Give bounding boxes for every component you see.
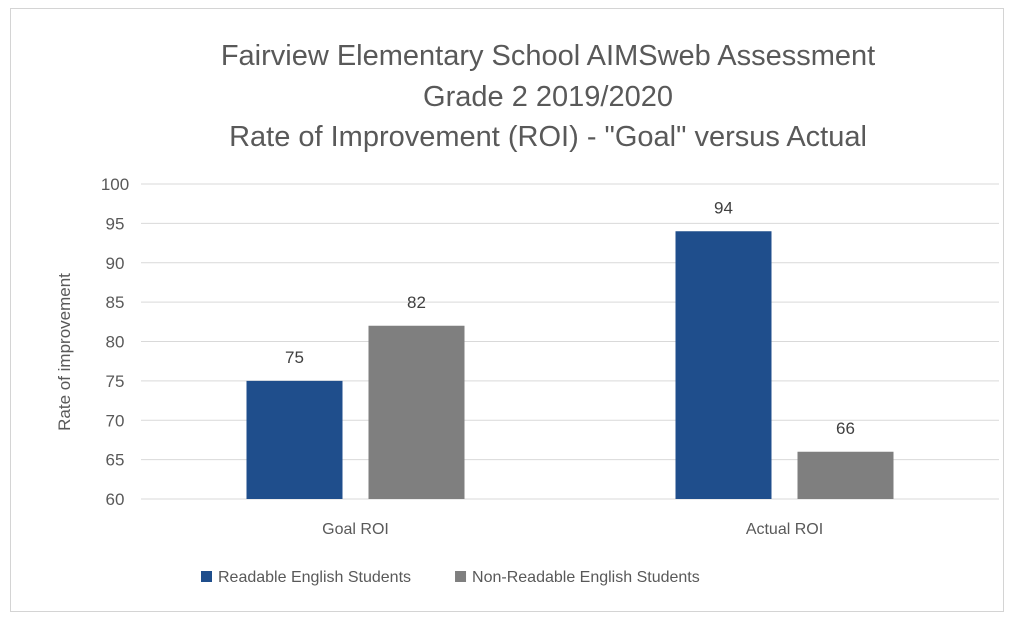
bars (246, 231, 894, 499)
y-tick-label: 60 (106, 490, 125, 509)
data-label: 75 (285, 348, 304, 367)
y-tick-label: 75 (106, 372, 125, 391)
chart-title: Fairview Elementary School AIMSweb Asses… (221, 40, 875, 153)
chart-frame: Fairview Elementary School AIMSweb Asses… (10, 8, 1004, 612)
y-tick-label: 90 (106, 254, 125, 273)
bar (368, 325, 465, 499)
chart-title-line-3: Rate of Improvement (ROI) - "Goal" versu… (229, 121, 867, 153)
y-tick-label: 70 (106, 411, 125, 430)
y-tick-label: 80 (106, 333, 125, 352)
legend-label: Readable English Students (218, 569, 411, 586)
bar (246, 380, 343, 499)
bar (675, 231, 772, 499)
legend-swatch (201, 571, 212, 582)
bar-chart: Fairview Elementary School AIMSweb Asses… (55, 40, 999, 586)
chart-title-line-1: Fairview Elementary School AIMSweb Asses… (221, 40, 875, 72)
legend-swatch (455, 571, 467, 582)
bar (797, 451, 894, 499)
data-labels: 75 82 94 66 (285, 198, 855, 438)
y-tick-label: 65 (106, 451, 125, 470)
y-axis-ticks: 60 65 70 75 80 85 90 95 100 (101, 175, 129, 509)
data-label: 66 (836, 419, 855, 438)
y-tick-label: 100 (101, 175, 129, 194)
x-axis-categories: Goal ROI Actual ROI (322, 521, 823, 538)
legend-label: Non-Readable English Students (472, 569, 700, 586)
data-label: 82 (407, 293, 426, 312)
data-label: 94 (714, 198, 733, 217)
chart-title-line-2: Grade 2 2019/2020 (423, 81, 673, 113)
x-category-label: Goal ROI (322, 521, 389, 538)
y-tick-label: 85 (106, 293, 125, 312)
x-category-label: Actual ROI (746, 521, 823, 538)
y-tick-label: 95 (106, 214, 125, 233)
legend: Readable English Students Non-Readable En… (201, 569, 700, 586)
y-axis-title: Rate of improvement (55, 273, 74, 431)
